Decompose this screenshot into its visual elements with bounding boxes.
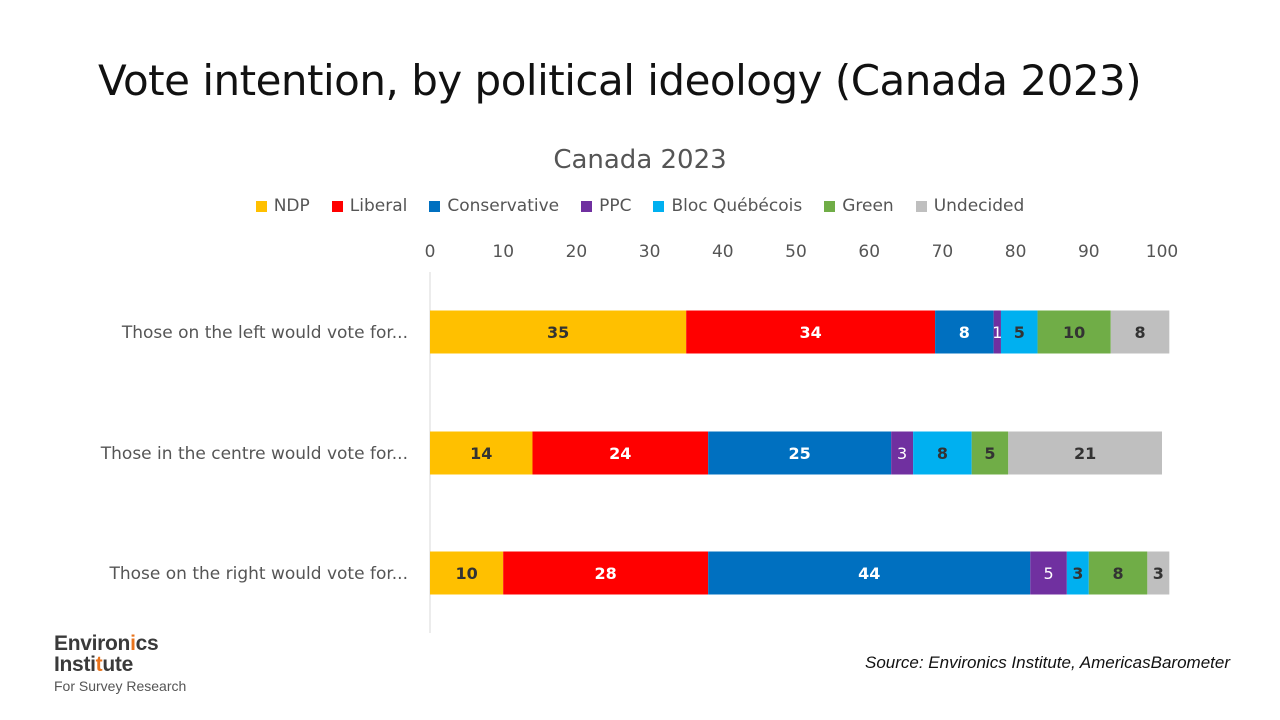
source-note: Source: Environics Institute, AmericasBa… <box>864 653 1230 672</box>
legend-swatch <box>653 200 665 212</box>
data-label: 3 <box>897 444 907 463</box>
data-label: 21 <box>1074 444 1096 463</box>
bar-segment <box>1110 310 1170 354</box>
slide-title: Vote intention, by political ideology (C… <box>98 56 1142 105</box>
chart-title: Canada 2023 <box>553 145 727 175</box>
legend-label: PPC <box>599 196 632 216</box>
bar-segment <box>971 431 1009 475</box>
x-tick-label: 80 <box>1005 242 1027 262</box>
data-label: 34 <box>800 323 822 342</box>
bar-segment <box>1147 551 1170 595</box>
chart-legend: NDP Liberal Conservative PPC Bloc Québécois G… <box>0 196 1280 216</box>
legend-swatch <box>824 200 836 212</box>
bar-segment <box>935 310 994 354</box>
data-label: 3 <box>1072 564 1083 583</box>
legend-label: Liberal <box>349 196 408 216</box>
legend-item: NDP <box>255 196 310 216</box>
x-tick-label: 90 <box>1078 242 1100 262</box>
legend-item: Bloc Québécois <box>653 196 802 216</box>
bar-segment <box>503 551 709 595</box>
legend-swatch <box>331 200 343 212</box>
logo-line-2: Institute <box>54 653 133 676</box>
legend-swatch <box>429 200 441 212</box>
legend-item: Liberal <box>331 196 408 216</box>
x-tick-label: 100 <box>1146 242 1178 262</box>
x-tick-label: 40 <box>712 242 734 262</box>
data-label: 8 <box>1113 564 1124 583</box>
legend-label: Bloc Québécois <box>671 196 803 216</box>
legend-item: Conservative <box>429 196 559 216</box>
data-label: 5 <box>1014 323 1025 342</box>
bar-segment <box>891 431 914 475</box>
category-label: Those in the centre would vote for... <box>100 444 408 464</box>
x-tick-label: 10 <box>492 242 514 262</box>
data-label: 10 <box>455 564 477 583</box>
legend-swatch <box>581 200 593 212</box>
data-label: 28 <box>595 564 617 583</box>
bar-segment <box>913 431 972 475</box>
bar-segment <box>708 551 1031 595</box>
legend-item: Green <box>824 196 894 216</box>
legend-swatch <box>255 200 267 212</box>
legend-label: Green <box>842 196 894 216</box>
bar-segment <box>993 310 1001 354</box>
environics-logo: Environics Institute For Survey Research <box>54 633 186 693</box>
x-tick-label: 30 <box>639 242 661 262</box>
bar-segment <box>1008 431 1162 475</box>
data-label: 25 <box>789 444 811 463</box>
data-label: 44 <box>858 564 880 583</box>
bar-segment <box>430 551 504 595</box>
bar-segment <box>1037 310 1111 354</box>
logo-line-1: Environics <box>54 632 159 655</box>
data-label: 3 <box>1153 564 1164 583</box>
x-tick-label: 20 <box>566 242 588 262</box>
bar-segment <box>430 310 687 354</box>
category-label: Those on the left would vote for... <box>121 323 408 343</box>
legend-label: Undecided <box>933 196 1025 216</box>
bar-segment <box>1000 310 1038 354</box>
x-tick-label: 70 <box>932 242 954 262</box>
bar-segment <box>1088 551 1148 595</box>
data-label: 10 <box>1063 323 1085 342</box>
legend-item: Undecided <box>915 196 1025 216</box>
data-label: 8 <box>937 444 948 463</box>
bar-segment <box>686 310 936 354</box>
bar-segment <box>430 431 533 475</box>
legend-swatch <box>915 200 927 212</box>
x-tick-label: 50 <box>785 242 807 262</box>
category-label: Those on the right would vote for... <box>108 564 408 584</box>
legend-label: NDP <box>273 196 310 216</box>
logo-tagline: For Survey Research <box>54 678 187 694</box>
data-label: 14 <box>470 444 492 463</box>
bar-segment <box>1066 551 1089 595</box>
legend-item: PPC <box>581 196 631 216</box>
data-label: 8 <box>959 323 970 342</box>
data-label: 8 <box>1134 323 1145 342</box>
data-label: 1 <box>992 323 1002 342</box>
bar-segment <box>532 431 709 475</box>
bar-segment <box>708 431 892 475</box>
x-tick-label: 0 <box>425 242 436 262</box>
bar-segment <box>1030 551 1067 595</box>
data-label: 24 <box>609 444 631 463</box>
data-label: 5 <box>1043 564 1053 583</box>
x-tick-label: 60 <box>858 242 880 262</box>
data-label: 35 <box>547 323 569 342</box>
data-label: 5 <box>984 444 995 463</box>
legend-label: Conservative <box>447 196 560 216</box>
